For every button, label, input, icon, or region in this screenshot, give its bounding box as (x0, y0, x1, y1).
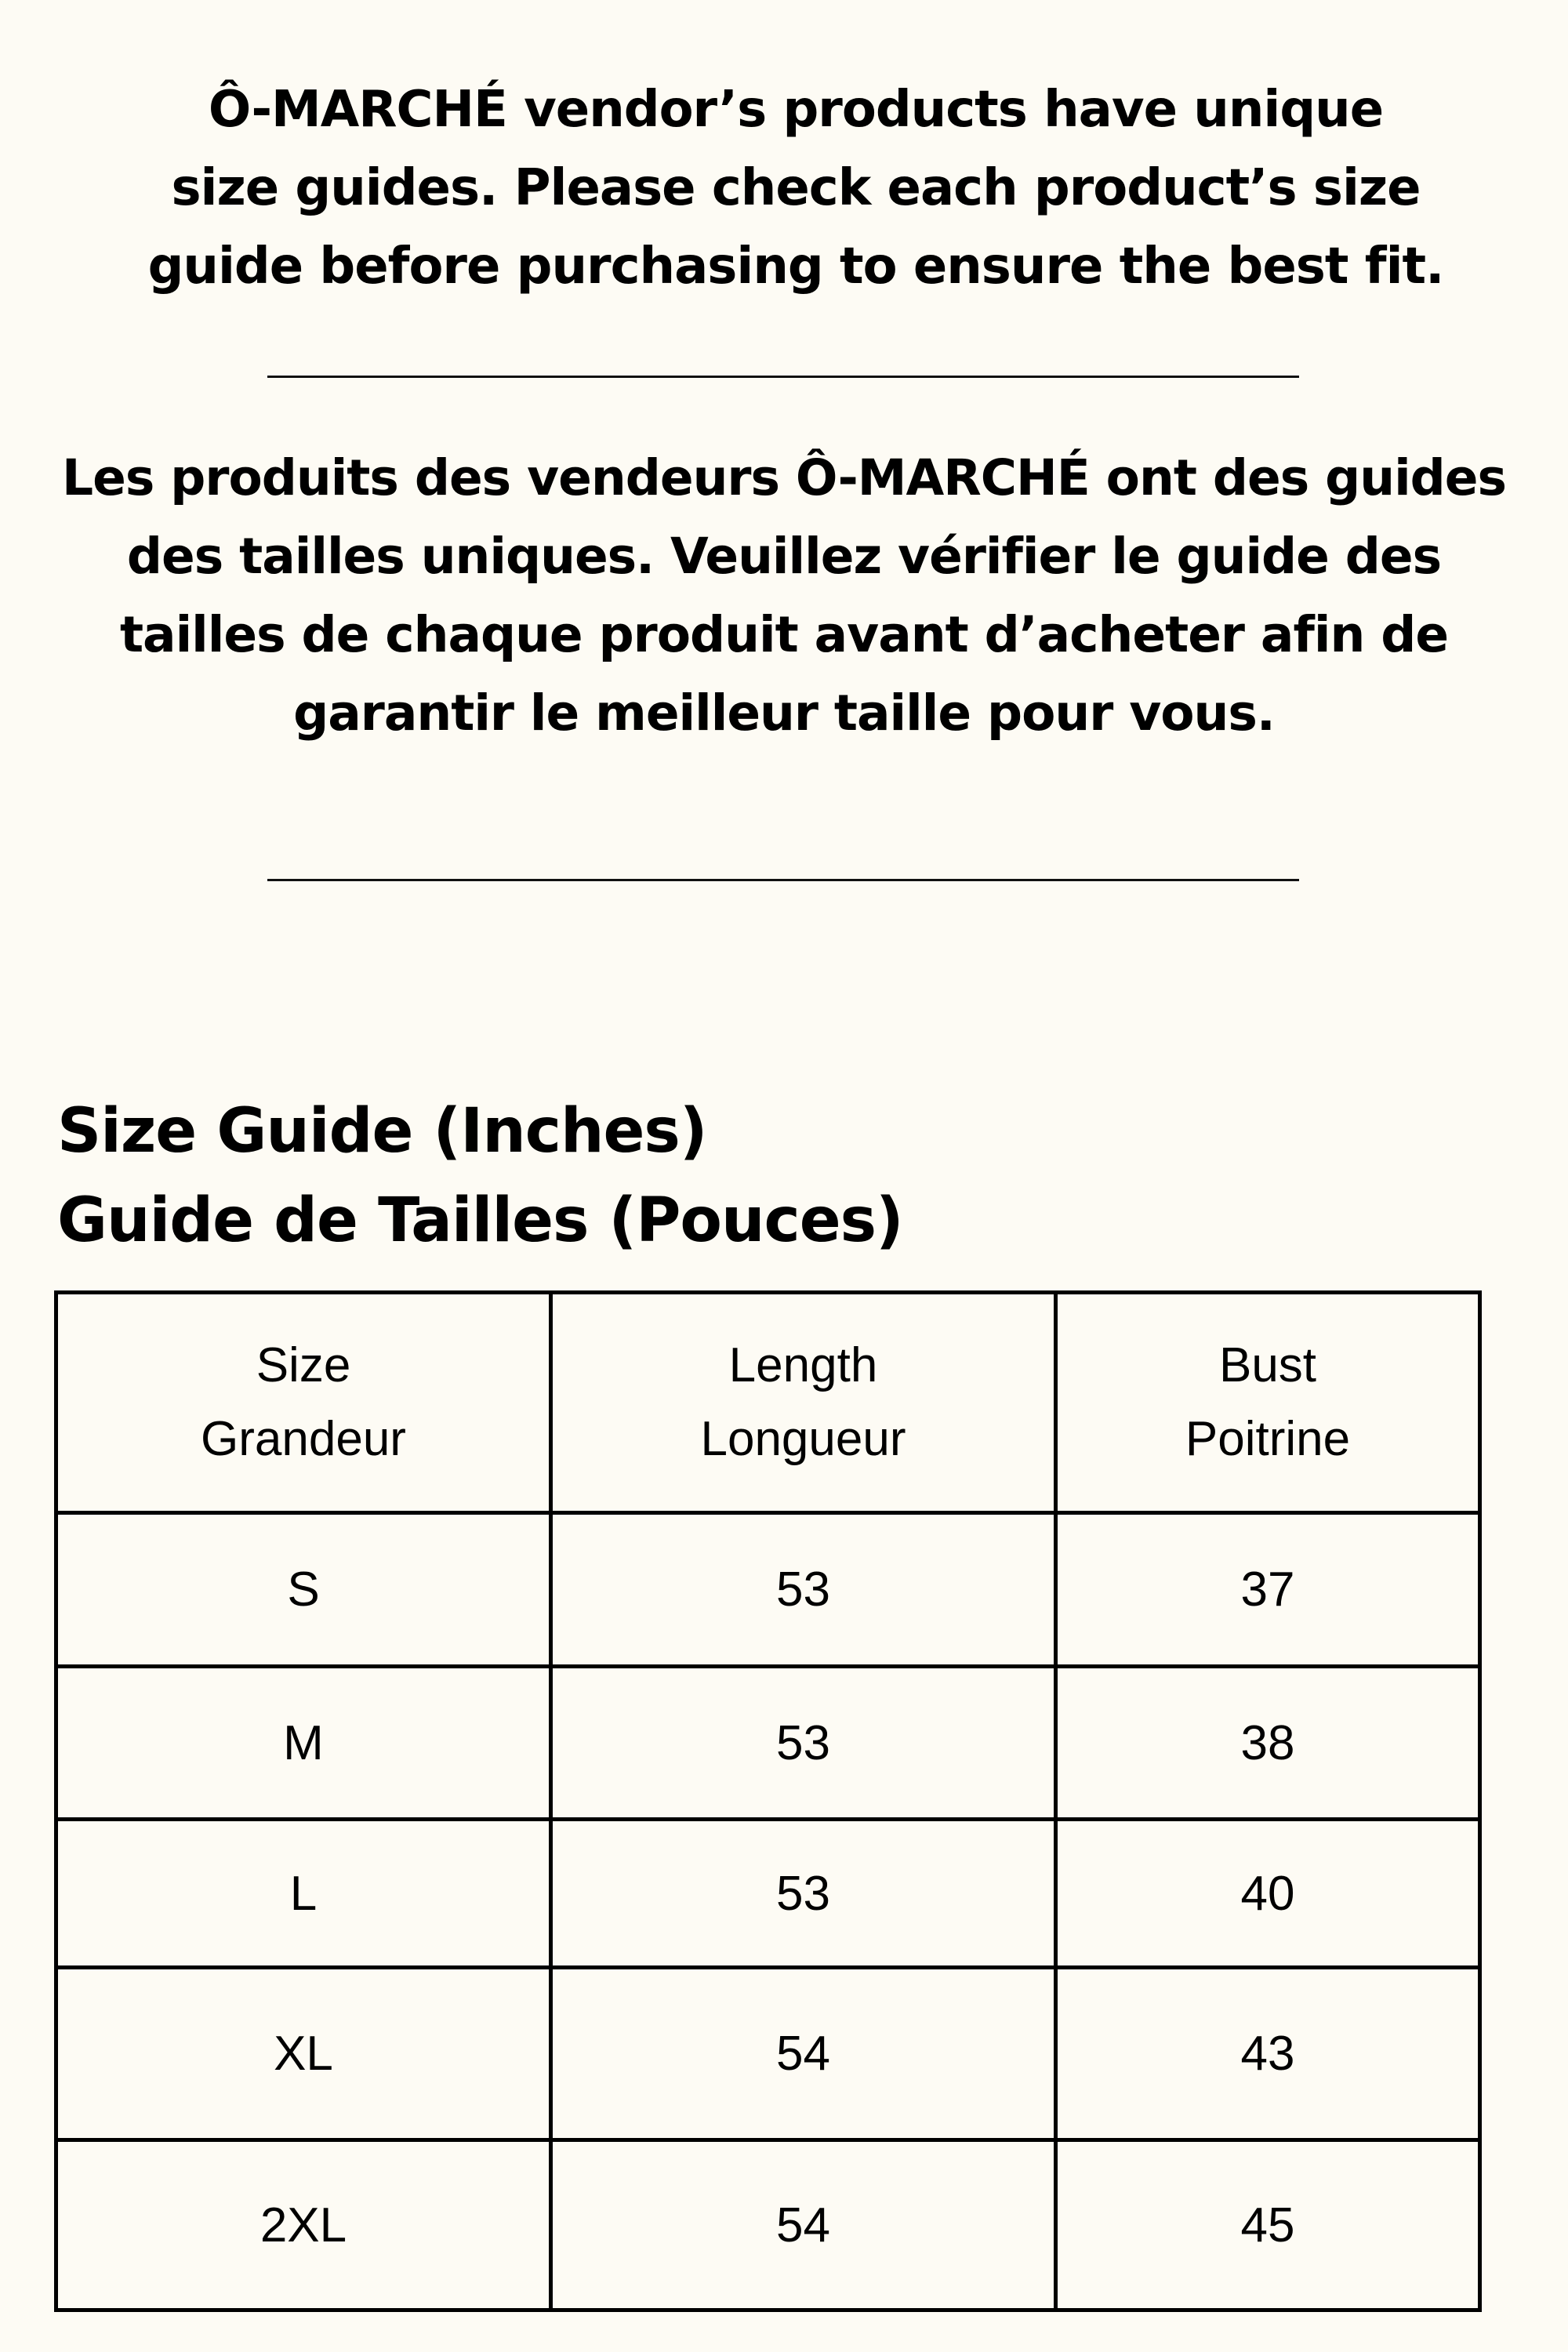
header-size: Size Grandeur (54, 1290, 553, 1515)
cell-bust: 40 (1054, 1817, 1482, 1969)
header-fr: Longueur (700, 1412, 906, 1466)
header-fr: Poitrine (1185, 1412, 1351, 1466)
cell-size: 2XL (54, 2138, 553, 2312)
cell-size: XL (54, 1965, 553, 2142)
intro-line: size guides. Please check each product’s… (171, 159, 1421, 217)
cell-length: 53 (549, 1511, 1058, 1668)
intro-line: Les produits des vendeurs Ô-MARCHÉ ont d… (62, 449, 1507, 506)
cell-size: L (54, 1817, 553, 1969)
table-row: L 53 40 (54, 1817, 1482, 1969)
cell-size: M (54, 1664, 553, 1821)
header-en: Bust (1218, 1338, 1317, 1392)
size-guide-title: Size Guide (Inches) Guide de Tailles (Po… (57, 1087, 904, 1265)
title-french: Guide de Tailles (Pouces) (57, 1185, 904, 1256)
cell-bust: 43 (1054, 1965, 1482, 2142)
cell-length: 54 (549, 2138, 1058, 2312)
intro-line: des tailles uniques. Veuillez vérifier l… (126, 528, 1442, 585)
table-row: XL 54 43 (54, 1965, 1482, 2142)
cell-bust: 45 (1054, 2138, 1482, 2312)
intro-line: garantir le meilleur taille pour vous. (293, 684, 1276, 742)
divider (267, 879, 1299, 881)
header-en: Size (256, 1338, 351, 1392)
table-row: 2XL 54 45 (54, 2138, 1482, 2312)
header-length: Length Longueur (549, 1290, 1058, 1515)
header-bust: Bust Poitrine (1054, 1290, 1482, 1515)
intro-english: Ô-MARCHÉ vendor’s products have unique s… (0, 71, 1568, 306)
table-header-row: Size Grandeur Length Longueur Bust Poitrine (54, 1290, 1482, 1515)
table-row: S 53 37 (54, 1511, 1482, 1668)
intro-french: Les produits des vendeurs Ô-MARCHÉ ont d… (0, 439, 1568, 753)
cell-length: 53 (549, 1664, 1058, 1821)
table-row: M 53 38 (54, 1664, 1482, 1821)
intro-line: Ô-MARCHÉ vendor’s products have unique (208, 81, 1384, 139)
cell-length: 54 (549, 1965, 1058, 2142)
size-table: Size Grandeur Length Longueur Bust Poitrine… (54, 1290, 1482, 2312)
divider (267, 376, 1299, 378)
intro-line: guide before purchasing to ensure the be… (147, 238, 1445, 296)
cell-size: S (54, 1511, 553, 1668)
header-en: Length (728, 1338, 878, 1392)
cell-bust: 37 (1054, 1511, 1482, 1668)
header-fr: Grandeur (201, 1412, 406, 1466)
intro-line: tailles de chaque produit avant d’achete… (119, 606, 1449, 663)
cell-bust: 38 (1054, 1664, 1482, 1821)
title-english: Size Guide (Inches) (57, 1096, 707, 1167)
cell-length: 53 (549, 1817, 1058, 1969)
